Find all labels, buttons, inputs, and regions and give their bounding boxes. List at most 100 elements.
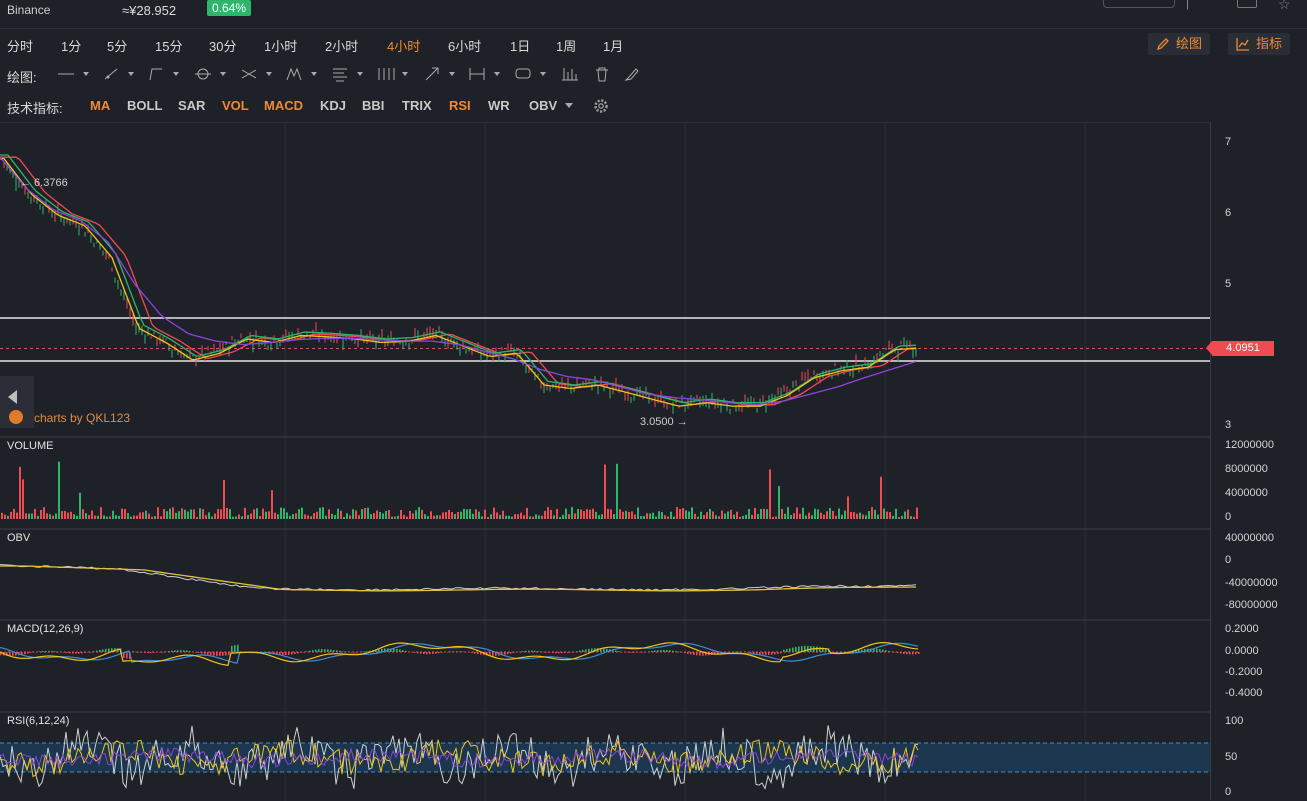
macd-histogram-bar (696, 652, 698, 656)
indicator-bbi[interactable]: BBI (362, 98, 385, 113)
volume-bar (856, 513, 858, 519)
pattern-icon[interactable] (286, 66, 320, 82)
macd-histogram-bar (75, 652, 77, 654)
volume-bar (505, 515, 507, 519)
macd-histogram-bar (399, 649, 401, 652)
indicator-obv[interactable]: OBV (529, 98, 558, 113)
macd-histogram-bar (351, 652, 353, 653)
volume-bar (436, 515, 438, 519)
volume-bar (628, 512, 630, 519)
eraser-icon[interactable] (624, 66, 640, 82)
period-tab-1h[interactable]: 1小时 (264, 39, 298, 54)
indicator-trix[interactable]: TRIX (402, 98, 432, 113)
period-tab-5m[interactable]: 5分 (107, 39, 128, 54)
indicator-boll[interactable]: BOLL (127, 98, 163, 113)
macd-histogram-bar (678, 651, 680, 653)
range-icon[interactable] (469, 66, 503, 82)
text-tool-icon[interactable] (332, 66, 366, 82)
period-tab-4h[interactable]: 4小时 (387, 39, 421, 54)
macd-histogram-bar (798, 646, 800, 652)
volume-bar (1, 512, 3, 519)
macd-histogram-bar (705, 652, 707, 656)
volume-bar (223, 479, 225, 519)
period-tab-timeline[interactable]: 分时 (7, 39, 34, 54)
macd-histogram-bar (9, 652, 11, 656)
volume-bar (904, 511, 906, 519)
macd-histogram-bar (567, 652, 569, 653)
star-icon[interactable]: ☆ (1278, 0, 1291, 12)
circle-icon[interactable] (195, 66, 229, 82)
macd-histogram-bar (579, 650, 581, 652)
draw-button[interactable]: 绘图 (1148, 33, 1211, 55)
cross-line-icon[interactable] (241, 66, 275, 82)
macd-histogram-bar (831, 651, 833, 653)
volume-bar (394, 516, 396, 519)
period-tab-1d[interactable]: 1日 (510, 39, 531, 54)
indicator-sar[interactable]: SAR (178, 98, 206, 113)
indicator-kdj[interactable]: KDJ (320, 98, 347, 113)
macd-histogram-bar (804, 645, 806, 652)
macd-histogram-bar (882, 649, 884, 652)
volume-bar (385, 510, 387, 519)
macd-histogram-bar (285, 652, 287, 656)
volume-bar (862, 514, 864, 519)
volume-bar (595, 511, 597, 519)
macd-histogram-bar (894, 652, 896, 653)
toolbar-pill[interactable] (1103, 0, 1175, 8)
indicator-vol[interactable]: VOL (222, 98, 249, 113)
ray-icon[interactable] (103, 66, 137, 82)
macd-histogram-bar (630, 652, 632, 653)
macd-histogram-bar (363, 651, 365, 653)
trend-line-icon[interactable] (148, 66, 182, 82)
volume-bar (640, 516, 642, 519)
volume-bar (298, 509, 300, 519)
volume-bar (478, 511, 480, 519)
gear-icon[interactable] (593, 98, 609, 114)
volume-bar (538, 515, 540, 519)
volume-bar (325, 515, 327, 519)
volume-bar (376, 510, 378, 519)
volume-bar (373, 513, 375, 519)
macd-histogram-bar (807, 645, 809, 652)
volume-bar (580, 509, 582, 519)
macd-histogram-bar (822, 647, 824, 652)
ma-line-purple (0, 156, 917, 406)
period-tab-2h[interactable]: 2小时 (325, 39, 359, 54)
macd-histogram-bar (159, 652, 161, 653)
volume-bar (415, 510, 417, 519)
chart-canvas[interactable] (0, 122, 1210, 801)
exchange-name: Binance (7, 3, 51, 17)
trash-icon[interactable] (594, 66, 610, 82)
volume-bar (232, 516, 234, 519)
bars-icon[interactable] (562, 66, 578, 82)
annotation-icon[interactable] (515, 66, 549, 82)
arrow-icon[interactable] (424, 66, 458, 82)
volume-bar (28, 513, 30, 519)
indicator-ma[interactable]: MA (90, 98, 111, 113)
volume-bar (166, 511, 168, 519)
period-tab-1w[interactable]: 1周 (556, 39, 577, 54)
macd-histogram-bar (6, 652, 8, 656)
indicator-wr[interactable]: WR (488, 98, 510, 113)
period-tab-1mo[interactable]: 1月 (603, 39, 624, 54)
period-tab-30m[interactable]: 30分 (209, 39, 237, 54)
macd-histogram-bar (354, 652, 356, 653)
macd-histogram-bar (600, 648, 602, 652)
macd-signal-line (0, 642, 919, 664)
indicator-button[interactable]: 指标 (1228, 33, 1291, 55)
indicator-macd[interactable]: MACD (264, 98, 303, 113)
period-tab-1m[interactable]: 1分 (61, 39, 82, 54)
horizontal-line-icon[interactable] (58, 66, 92, 82)
fibonacci-icon[interactable] (377, 66, 411, 82)
volume-bar (175, 512, 177, 519)
screenshot-icon[interactable] (1237, 0, 1257, 8)
volume-bar (79, 492, 81, 519)
indicator-rsi[interactable]: RSI (449, 98, 471, 113)
volume-bar (220, 509, 222, 519)
volume-bar (163, 509, 165, 519)
period-tab-15m[interactable]: 15分 (155, 39, 183, 54)
chevron-down-icon[interactable] (565, 103, 573, 109)
macd-histogram-bar (558, 652, 560, 654)
volume-bar (406, 516, 408, 519)
period-tab-6h[interactable]: 6小时 (448, 39, 482, 54)
